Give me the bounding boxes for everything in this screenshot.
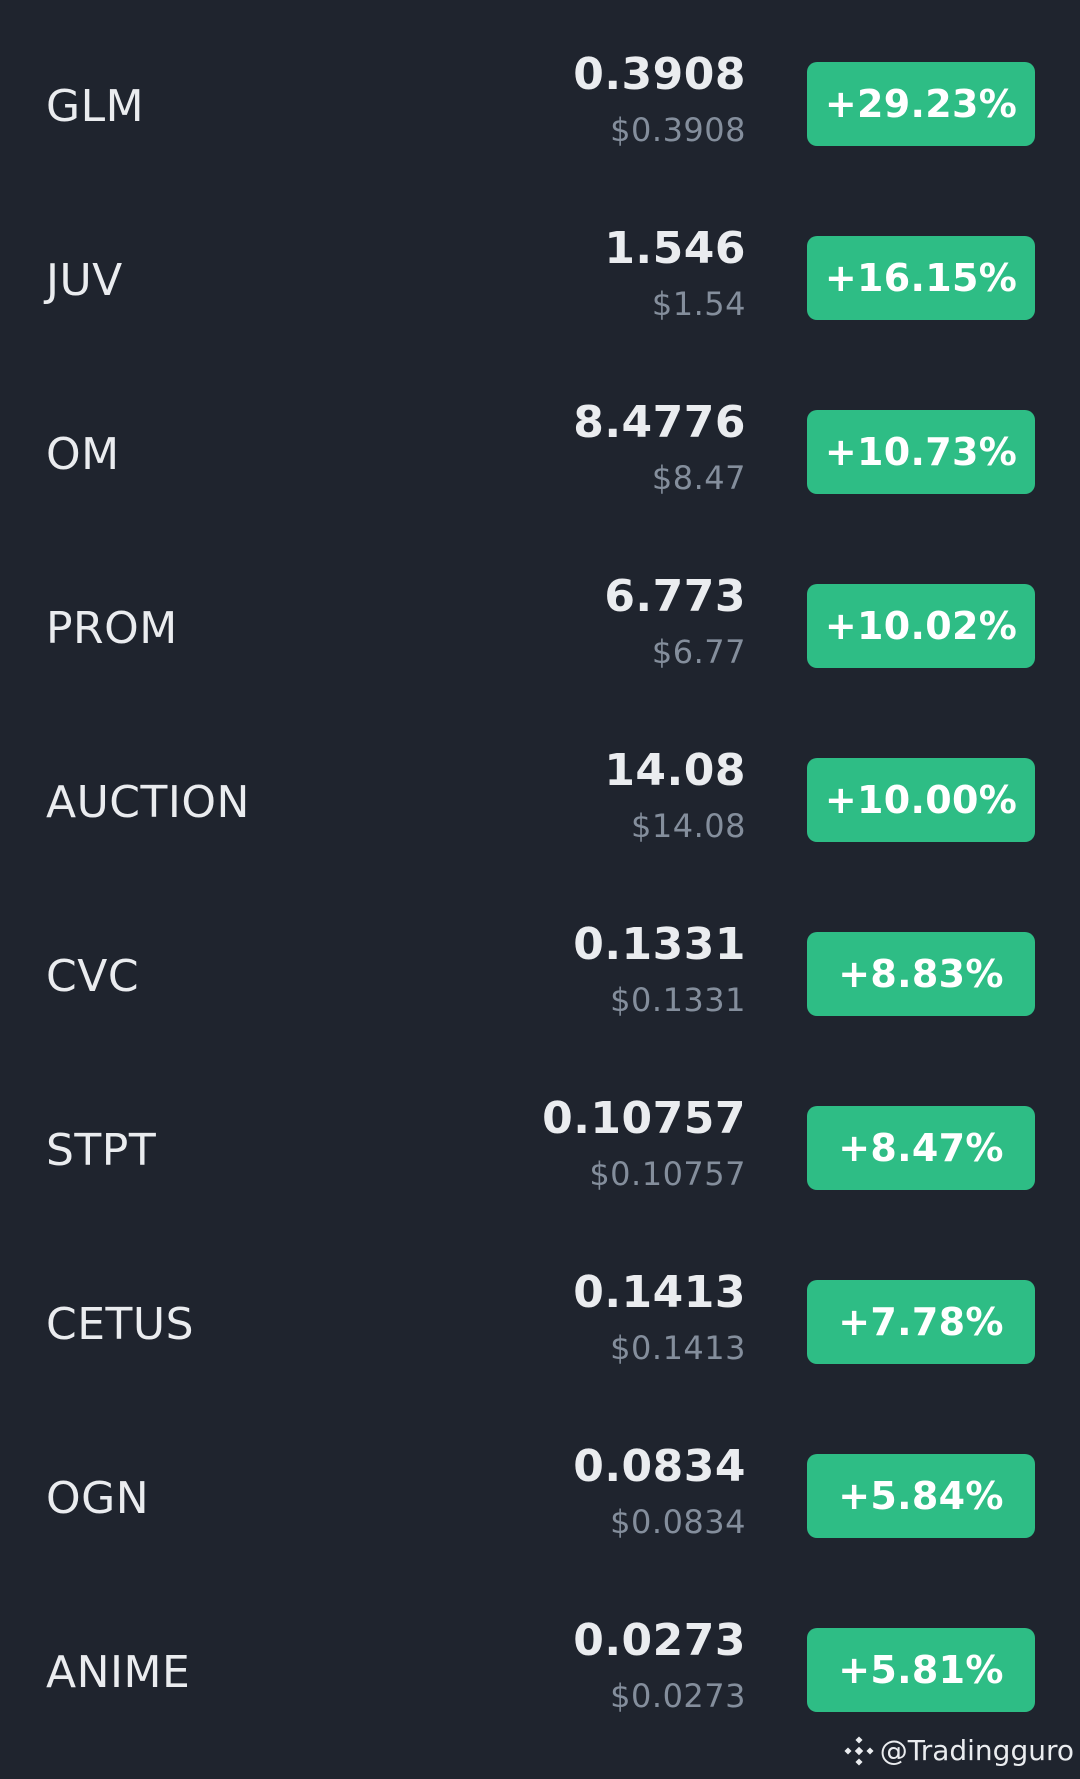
watermark-text: @Tradingguro — [879, 1734, 1074, 1767]
list-item[interactable]: OGN 0.0834 $0.0834 +5.84% — [0, 1404, 1080, 1578]
change-badge[interactable]: +8.83% — [807, 932, 1035, 1016]
list-item[interactable]: CETUS 0.1413 $0.1413 +7.78% — [0, 1230, 1080, 1404]
price-block: 0.3908 $0.3908 — [573, 50, 746, 150]
price-block: 0.10757 $0.10757 — [542, 1094, 746, 1194]
change-badge[interactable]: +29.23% — [807, 62, 1035, 146]
last-price: 6.773 — [604, 571, 746, 622]
price-block: 0.0834 $0.0834 — [573, 1442, 746, 1542]
fiat-price: $14.08 — [631, 807, 746, 845]
fiat-price: $0.10757 — [589, 1155, 746, 1193]
fiat-price: $1.54 — [651, 285, 746, 323]
change-badge[interactable]: +10.73% — [807, 410, 1035, 494]
coin-symbol: PROM — [46, 603, 178, 654]
price-block: 0.1331 $0.1331 — [573, 920, 746, 1020]
change-badge[interactable]: +7.78% — [807, 1280, 1035, 1364]
price-block: 0.0273 $0.0273 — [573, 1616, 746, 1716]
price-block: 8.4776 $8.47 — [573, 398, 746, 498]
fiat-price: $0.0273 — [610, 1677, 746, 1715]
coin-symbol: OGN — [46, 1473, 150, 1524]
last-price: 1.546 — [604, 223, 746, 274]
price-block: 0.1413 $0.1413 — [573, 1268, 746, 1368]
change-badge[interactable]: +5.84% — [807, 1454, 1035, 1538]
fiat-price: $8.47 — [651, 459, 746, 497]
last-price: 14.08 — [604, 745, 746, 796]
change-badge[interactable]: +10.00% — [807, 758, 1035, 842]
coin-symbol: STPT — [46, 1125, 157, 1176]
fiat-price: $0.1413 — [610, 1329, 746, 1367]
change-badge[interactable]: +16.15% — [807, 236, 1035, 320]
last-price: 0.1413 — [573, 1267, 746, 1318]
watermark: @Tradingguro — [844, 1734, 1074, 1767]
last-price: 8.4776 — [573, 397, 746, 448]
coin-symbol: AUCTION — [46, 777, 250, 828]
coin-symbol: CVC — [46, 951, 140, 1002]
last-price: 0.1331 — [573, 919, 746, 970]
last-price: 0.10757 — [542, 1093, 746, 1144]
price-block: 6.773 $6.77 — [604, 572, 746, 672]
list-item[interactable]: STPT 0.10757 $0.10757 +8.47% — [0, 1056, 1080, 1230]
change-badge[interactable]: +8.47% — [807, 1106, 1035, 1190]
change-badge[interactable]: +5.81% — [807, 1628, 1035, 1712]
last-price: 0.0834 — [573, 1441, 746, 1492]
fiat-price: $0.0834 — [610, 1503, 746, 1541]
price-block: 14.08 $14.08 — [604, 746, 746, 846]
list-item[interactable]: GLM 0.3908 $0.3908 +29.23% — [0, 12, 1080, 186]
fiat-price: $6.77 — [651, 633, 746, 671]
last-price: 0.0273 — [573, 1615, 746, 1666]
change-badge[interactable]: +10.02% — [807, 584, 1035, 668]
list-item[interactable]: PROM 6.773 $6.77 +10.02% — [0, 534, 1080, 708]
list-item[interactable]: JUV 1.546 $1.54 +16.15% — [0, 186, 1080, 360]
fiat-price: $0.1331 — [610, 981, 746, 1019]
list-item[interactable]: OM 8.4776 $8.47 +10.73% — [0, 360, 1080, 534]
list-item[interactable]: CVC 0.1331 $0.1331 +8.83% — [0, 882, 1080, 1056]
coin-symbol: ANIME — [46, 1647, 191, 1698]
price-block: 1.546 $1.54 — [604, 224, 746, 324]
market-list: GLM 0.3908 $0.3908 +29.23% JUV 1.546 $1.… — [0, 12, 1080, 1752]
coin-symbol: CETUS — [46, 1299, 195, 1350]
last-price: 0.3908 — [573, 49, 746, 100]
coin-symbol: JUV — [46, 255, 123, 306]
coin-symbol: GLM — [46, 81, 145, 132]
list-item[interactable]: AUCTION 14.08 $14.08 +10.00% — [0, 708, 1080, 882]
coin-symbol: OM — [46, 429, 120, 480]
binance-logo-icon — [844, 1735, 874, 1766]
list-item[interactable]: ANIME 0.0273 $0.0273 +5.81% — [0, 1578, 1080, 1752]
fiat-price: $0.3908 — [610, 111, 746, 149]
